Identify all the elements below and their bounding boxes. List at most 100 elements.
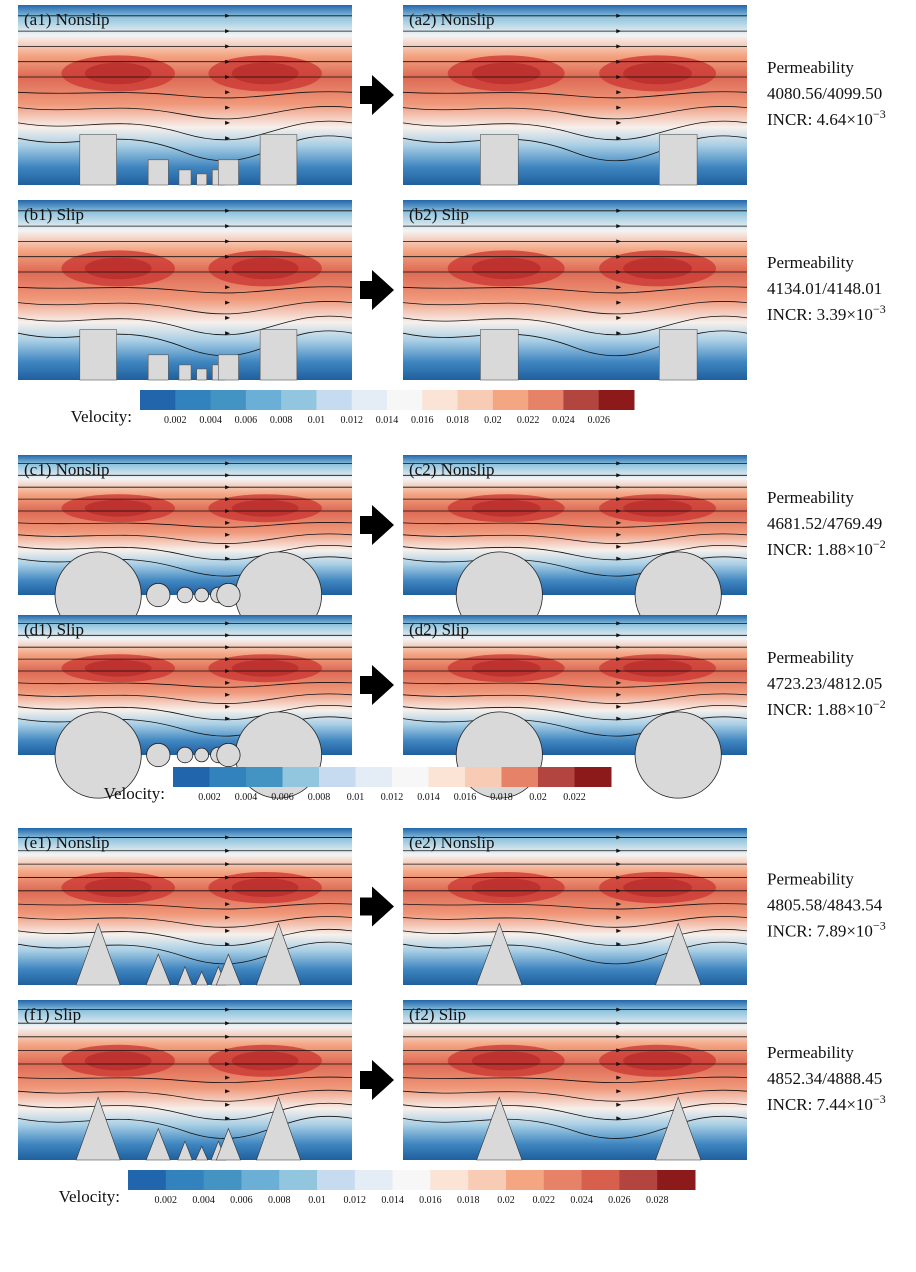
incr-exponent: −2 [873,697,886,711]
incr-text: INCR: 4.64×10 [767,110,873,129]
result-values: 4681.52/4769.49 [767,514,882,533]
obstacle [659,135,697,185]
velocity-core-inner [85,1051,152,1070]
colorbar-tick-label: 0.002 [198,792,221,803]
colorbar-swatch [657,1170,695,1190]
colorbar-tick-label: 0.016 [454,792,477,803]
result-title: Permeability [767,1043,854,1062]
panel-label: (e2) Nonslip [409,833,494,852]
colorbar-tick-label: 0.024 [570,1195,593,1206]
panel-label: (d2) Slip [409,620,469,639]
colorbar-tick-label: 0.002 [164,415,187,426]
velocity-core-inner [85,63,152,85]
result-values: 4080.56/4099.50 [767,84,882,103]
result-incr: INCR: 7.89×10−3 [767,919,886,941]
colorbar-tick-label: 0.006 [235,415,258,426]
obstacle [195,748,209,762]
result-incr: INCR: 1.88×10−2 [767,697,886,719]
flow-panel: (c1) Nonslip [18,455,352,638]
colorbar-swatch [241,1170,279,1190]
obstacle [179,170,191,185]
colorbar-tick-label: 0.014 [381,1195,404,1206]
velocity-core-inner [85,258,152,280]
result-incr: INCR: 1.88×10−2 [767,537,886,559]
colorbar-swatch [422,390,458,410]
obstacle [260,135,297,185]
result-incr: INCR: 4.64×10−3 [767,107,886,129]
colorbar-swatch [283,767,320,787]
velocity-core-inner [232,500,299,517]
colorbar-swatch [387,390,423,410]
obstacle [148,160,168,185]
colorbar-swatch [458,390,494,410]
obstacle [197,369,207,380]
incr-exponent: −3 [873,107,886,121]
colorbar-tick-label: 0.026 [608,1195,631,1206]
arrow [360,75,394,115]
panel-label: (a1) Nonslip [24,10,109,29]
velocity-core-inner [623,878,692,897]
panel-label: (e1) Nonslip [24,833,109,852]
colorbar-swatch [211,390,247,410]
obstacle [217,583,240,606]
colorbar-swatch [140,390,176,410]
colorbar-swatch [392,767,429,787]
colorbar-swatch [502,767,539,787]
velocity-core-inner [232,878,299,897]
colorbar-swatch [210,767,247,787]
obstacle [197,174,207,185]
incr-exponent: −2 [873,537,886,551]
colorbar-tick-label: 0.008 [270,415,293,426]
obstacle [218,160,238,185]
arrow [360,505,394,545]
arrow [360,887,394,927]
velocity-core-inner [623,660,692,677]
colorbar-tick-label: 0.014 [376,415,399,426]
colorbar-tick-label: 0.008 [308,792,331,803]
panel-label: (f1) Slip [24,1005,81,1024]
flow-field [18,5,352,185]
result-incr: INCR: 7.44×10−3 [767,1092,886,1114]
flow-field [18,1000,352,1160]
flow-panel: (a2) Nonslip [403,5,747,185]
colorbar-swatch [430,1170,468,1190]
velocity-core-inner [232,63,299,85]
colorbar-tick-label: 0.018 [490,792,513,803]
colorbar-label: Velocity: [71,407,132,426]
arrow [360,270,394,310]
result-values: 4852.34/4888.45 [767,1069,882,1088]
velocity-core-inner [472,63,541,85]
colorbar-tick-label: 0.022 [533,1195,556,1206]
colorbar-swatch [317,1170,355,1190]
obstacle [80,135,117,185]
colorbar-swatch [575,767,612,787]
obstacle [80,330,117,380]
result-incr: INCR: 3.39×10−3 [767,302,886,324]
colorbar-tick-label: 0.008 [268,1195,291,1206]
colorbar-swatch [506,1170,544,1190]
flow-field [18,200,352,380]
colorbar-swatch [528,390,564,410]
obstacle [260,330,297,380]
colorbar-tick-label: 0.02 [529,792,547,803]
colorbar-swatch [173,767,210,787]
colorbar-swatch [355,1170,393,1190]
colorbar-tick-label: 0.014 [417,792,440,803]
panel-label: (f2) Slip [409,1005,466,1024]
velocity-core-inner [623,1051,692,1070]
panel-label: (d1) Slip [24,620,84,639]
colorbar-label: Velocity: [59,1187,120,1206]
panel-label: (c2) Nonslip [409,460,494,479]
obstacle [480,330,518,380]
colorbar-swatch [166,1170,204,1190]
colorbar-tick-label: 0.01 [308,415,326,426]
colorbar-tick-label: 0.026 [587,415,610,426]
colorbar-swatch [544,1170,582,1190]
velocity-core-inner [85,500,152,517]
incr-exponent: −3 [873,302,886,316]
arrow [360,1060,394,1100]
colorbar-swatch [316,390,352,410]
incr-text: INCR: 1.88×10 [767,700,873,719]
flow-panel: (b2) Slip [403,200,747,380]
colorbar-tick-label: 0.016 [419,1195,442,1206]
